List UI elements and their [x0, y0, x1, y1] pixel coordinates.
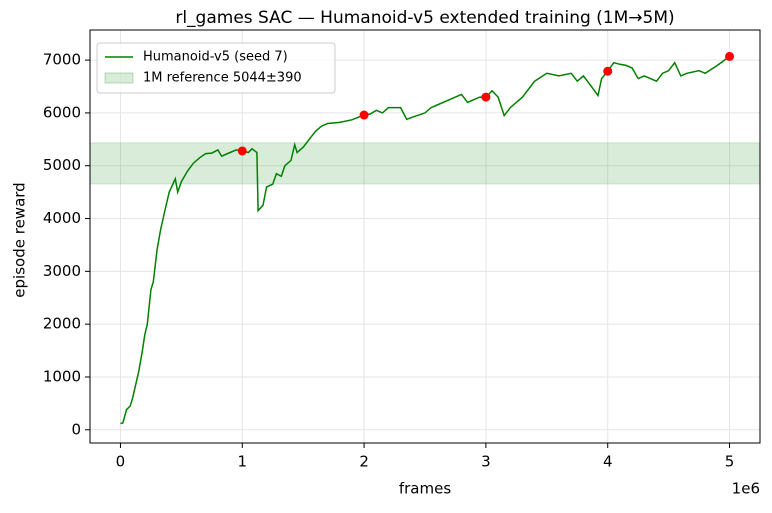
- checkpoint-marker: [725, 51, 735, 61]
- y-tick-label: 4000: [43, 209, 81, 227]
- y-tick-label: 1000: [43, 367, 81, 385]
- x-offset-label: 1e6: [732, 480, 760, 498]
- checkpoint-marker: [359, 110, 369, 120]
- legend-label: Humanoid-v5 (seed 7): [143, 50, 288, 65]
- series-line: [120, 55, 730, 425]
- chart-title: rl_games SAC — Humanoid-v5 extended trai…: [175, 8, 674, 28]
- plot-frame: [89, 29, 761, 444]
- x-tick-label: 3: [481, 453, 491, 471]
- x-axis-label: frames: [399, 480, 451, 498]
- y-tick-label: 3000: [43, 262, 81, 280]
- x-tick-label: 0: [116, 453, 126, 471]
- y-tick-label: 5000: [43, 156, 81, 174]
- reference-band: [89, 142, 761, 185]
- legend-label: 1M reference 5044±390: [143, 71, 302, 86]
- x-tick-label: 2: [359, 453, 369, 471]
- x-tick-label: 5: [725, 453, 735, 471]
- legend-box: [96, 42, 336, 94]
- legend-swatch: [104, 72, 134, 84]
- y-tick-label: 6000: [43, 103, 81, 121]
- checkpoint-marker: [603, 66, 613, 76]
- checkpoint-marker: [237, 146, 247, 156]
- y-axis-label: episode reward: [11, 182, 29, 297]
- x-tick-label: 4: [603, 453, 613, 471]
- checkpoint-marker: [481, 92, 491, 102]
- x-tick-label: 1: [237, 453, 247, 471]
- y-tick-label: 7000: [43, 51, 81, 69]
- y-tick-label: 2000: [43, 315, 81, 333]
- y-tick-label: 0: [71, 420, 81, 438]
